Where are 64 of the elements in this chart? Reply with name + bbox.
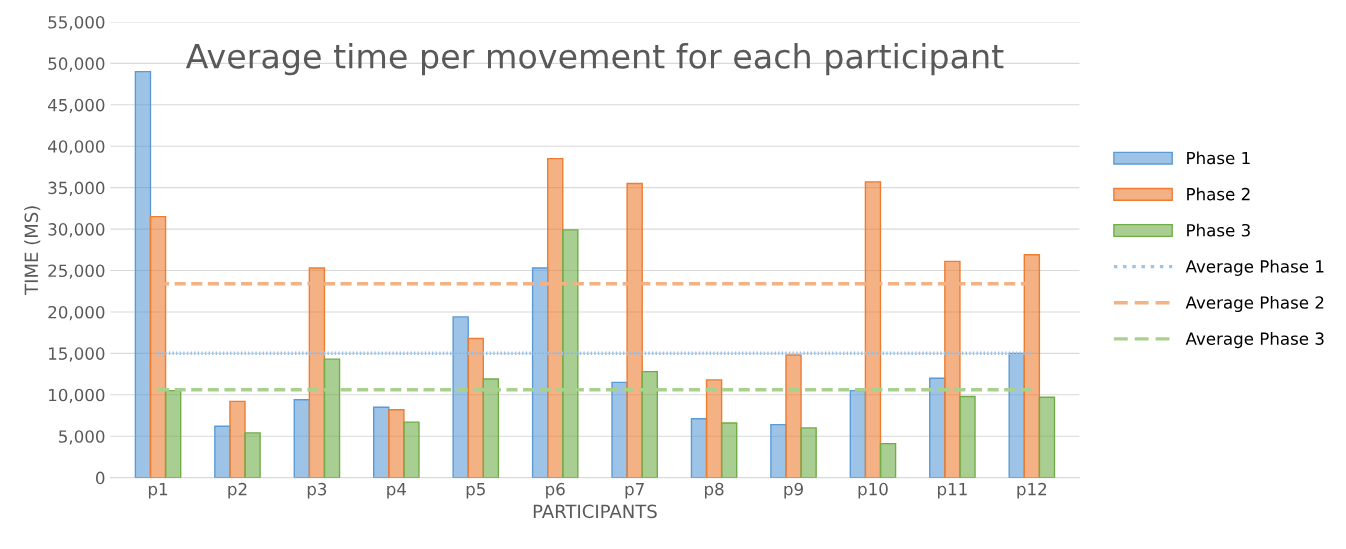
bar [149,215,167,478]
y-tick-label: 55,000 [48,15,105,31]
bar [388,408,405,478]
x-tick-label: p7 [625,483,644,499]
bar [1038,396,1056,478]
bar [467,337,485,478]
bar [1008,352,1025,478]
y-tick-label: 35,000 [48,181,105,196]
bar [482,378,500,478]
y-tick-label: 0 [96,471,105,485]
bar [720,422,738,478]
x-tick-label: p6 [546,482,565,499]
y-axis-title: TIME (MS) [24,206,41,295]
legend-label: Average Phase 2 [1185,295,1324,313]
bar [690,418,708,478]
bar [323,358,341,478]
x-tick-label: p2 [228,482,247,499]
bar [452,316,469,478]
legend-label: Phase 2 [1187,187,1250,201]
bar [626,182,643,478]
bar [244,432,261,478]
legend-label: Phase 1 [1187,151,1250,165]
y-tick-label: 5,000 [59,430,105,445]
bar [944,260,961,478]
bar [308,267,326,478]
bar [641,370,658,478]
x-tick-label: p12 [1017,482,1047,499]
x-axis-title: PARTICIPANTS [533,504,657,519]
y-tick-label: 50,000 [48,57,105,72]
bar [164,389,182,478]
y-tick-label: 30,000 [48,223,105,238]
bar [403,421,420,478]
x-tick-label: p9 [784,482,803,499]
x-tick-label: p1 [148,483,168,499]
bar [134,70,152,478]
bar [562,229,579,478]
x-tick-label: p3 [307,482,327,499]
y-tick-label: 45,000 [48,98,105,114]
x-tick-label: p5 [466,483,485,499]
bar [770,423,787,478]
bar [546,157,564,478]
x-tick-label: p10 [858,482,888,499]
bar [785,354,802,478]
x-tick-label: p11 [938,483,967,499]
y-tick-label: 25,000 [48,264,105,279]
bar [864,181,882,478]
bar [229,400,246,478]
y-tick-label: 40,000 [48,140,105,155]
bar [959,395,976,478]
bar [800,427,817,478]
legend-label: Average Phase 3 [1185,332,1324,349]
y-tick-label: 10,000 [49,388,105,404]
bar [373,406,390,478]
legend-label: Phase 3 [1187,223,1250,237]
bar [1023,254,1041,478]
bar [293,399,311,478]
legend-label: Average Phase 1 [1185,259,1324,276]
bar [879,442,897,478]
x-tick-label: p8 [705,482,724,499]
bar [705,379,723,478]
x-tick-label: p4 [387,483,406,499]
y-tick-label: 15,000 [49,347,105,362]
text: Average time per movement for each participant [185,42,1004,76]
y-tick-label: 20,000 [48,305,105,321]
